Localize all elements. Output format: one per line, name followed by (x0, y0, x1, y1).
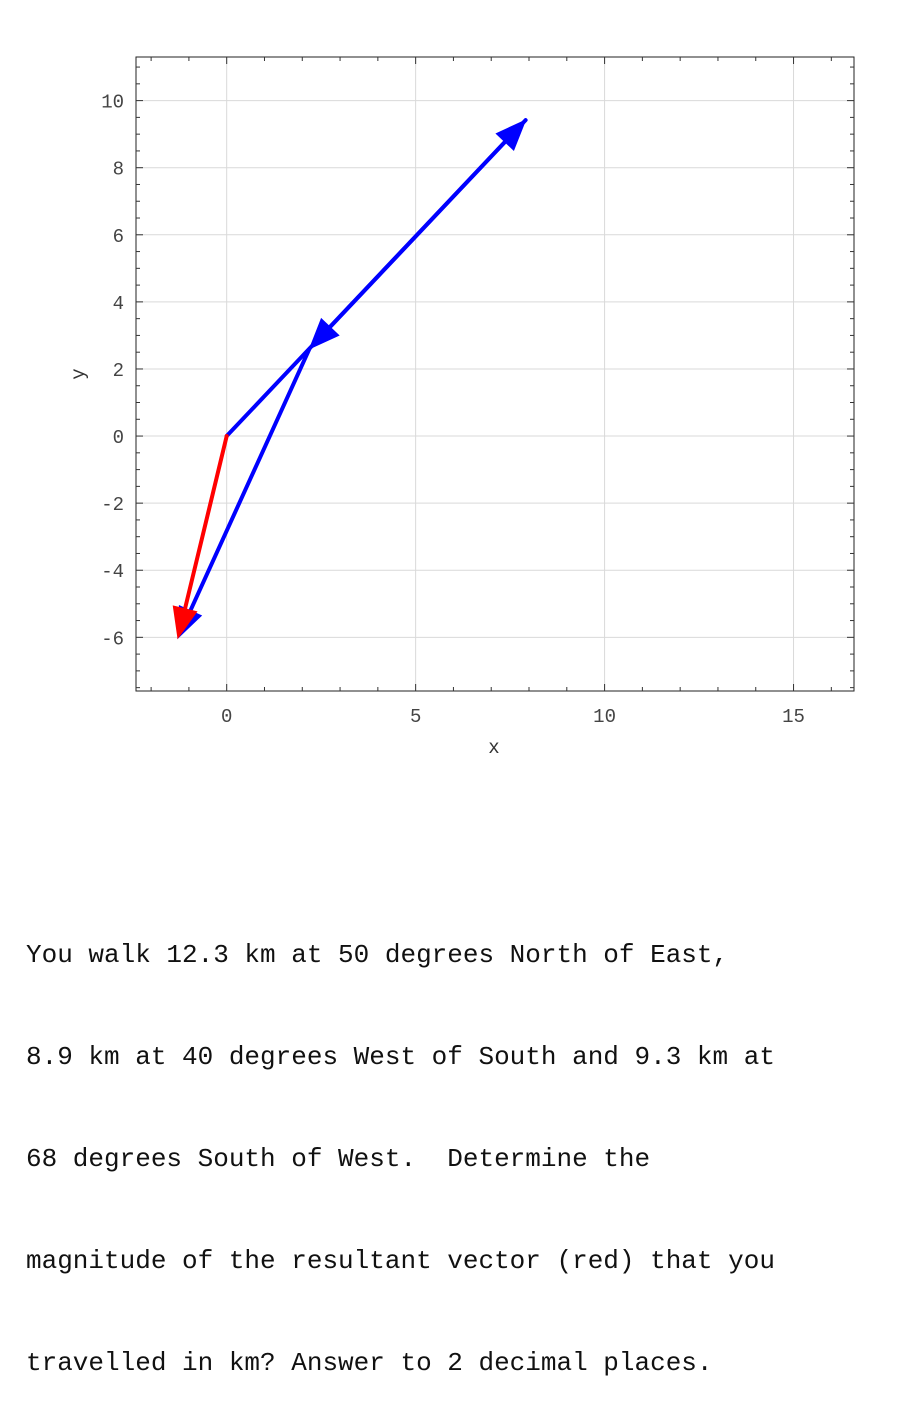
question-line: You walk 12.3 km at 50 degrees North of … (26, 940, 729, 970)
y-tick-label: -2 (101, 494, 124, 516)
tick-labels: 0 5 10 15 -6 -4 -2 0 2 4 6 8 10 (101, 92, 805, 728)
minor-ticks (136, 57, 854, 691)
y-tick-label: -4 (101, 561, 124, 583)
question-line: 68 degrees South of West. Determine the (26, 1144, 651, 1174)
x-tick-label: 5 (410, 706, 421, 728)
vector-arrowhead (172, 605, 198, 640)
vectors (172, 118, 528, 640)
plot-frame (135, 56, 855, 692)
question-line: 8.9 km at 40 degrees West of South and 9… (26, 1042, 775, 1072)
x-axis-label: x (488, 737, 499, 759)
question-text: You walk 12.3 km at 50 degrees North of … (26, 870, 886, 1414)
vector-shaft (188, 346, 312, 613)
x-tick-label: 10 (593, 706, 616, 728)
component-vector (308, 118, 528, 350)
question-line: magnitude of the resultant vector (red) … (26, 1246, 775, 1276)
component-vector (177, 346, 312, 640)
y-axis-label: y (68, 368, 90, 379)
vector-shaft (328, 118, 528, 330)
y-tick-label: 0 (113, 427, 124, 449)
question-line: travelled in km? Answer to 2 decimal pla… (26, 1348, 713, 1378)
y-tick-label: 10 (101, 92, 124, 114)
grid (136, 57, 854, 691)
y-tick-label: 2 (113, 360, 124, 382)
x-tick-label: 0 (221, 706, 232, 728)
resultant-vector (172, 434, 229, 640)
y-tick-label: -6 (101, 628, 124, 650)
y-tick-label: 6 (113, 226, 124, 248)
x-tick-label: 15 (782, 706, 805, 728)
vector-arrowhead (308, 317, 340, 350)
vector-shaft (182, 434, 229, 611)
y-tick-label: 4 (113, 293, 124, 315)
vector-chart: 0 5 10 15 -6 -4 -2 0 2 4 6 8 10 x y (68, 56, 855, 759)
y-tick-label: 8 (113, 159, 124, 181)
